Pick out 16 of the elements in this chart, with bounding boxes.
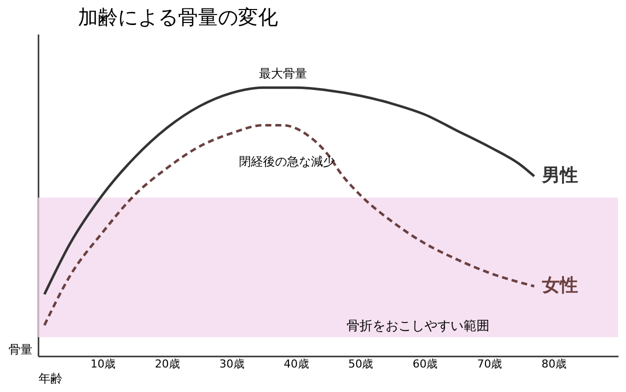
x-tick-label: 20歳 — [154, 358, 180, 370]
x-tick-label: 60歳 — [412, 358, 438, 370]
y-axis-title: 骨量 — [8, 342, 32, 356]
x-tick-label: 70歳 — [477, 358, 502, 370]
x-tick-label: 40歳 — [284, 358, 309, 370]
annotation: 最大骨量 — [258, 66, 307, 81]
annotation: 閉経後の急な減少 — [238, 154, 335, 169]
x-tick-label: 30歳 — [219, 358, 244, 370]
chart-title: 加齢による骨量の変化 — [78, 5, 278, 29]
series-label: 女性 — [541, 275, 578, 296]
series-label: 男性 — [541, 165, 578, 186]
x-tick-label: 80歳 — [542, 358, 567, 370]
x-tick-label: 10歳 — [90, 358, 116, 370]
x-tick-label: 50歳 — [348, 358, 374, 370]
band-label: 骨折をおこしやすい範囲 — [346, 319, 490, 334]
x-axis-title: 年齢 — [38, 372, 62, 386]
